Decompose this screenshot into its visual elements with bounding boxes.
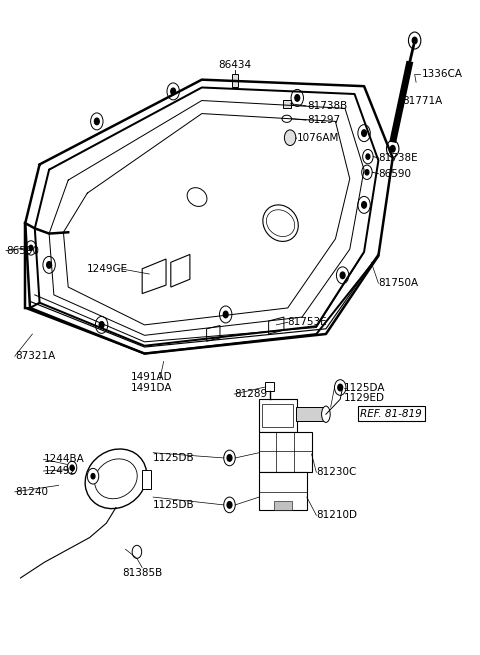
Text: 1125DA: 1125DA [344,383,385,392]
Text: 12492: 12492 [43,466,76,476]
Circle shape [362,165,372,179]
Circle shape [412,37,417,44]
Bar [142,470,151,489]
Text: 1125DB: 1125DB [153,453,195,463]
Ellipse shape [85,449,147,509]
Circle shape [26,241,36,255]
Polygon shape [259,472,307,510]
Circle shape [167,83,180,100]
Circle shape [362,202,366,208]
Circle shape [95,118,99,124]
Bar [232,75,238,88]
Polygon shape [171,254,190,287]
Circle shape [340,272,345,278]
Circle shape [408,32,421,49]
Ellipse shape [282,115,291,122]
Ellipse shape [322,406,330,422]
Text: 81385B: 81385B [122,567,162,578]
Text: 81771A: 81771A [402,96,443,105]
Polygon shape [142,259,166,293]
Circle shape [132,546,142,558]
Circle shape [284,130,296,145]
Circle shape [335,380,346,396]
Text: 1336CA: 1336CA [421,69,462,79]
Circle shape [363,149,373,164]
Bar [296,407,323,421]
Circle shape [224,497,235,513]
Circle shape [219,306,232,323]
Circle shape [386,140,399,157]
Circle shape [47,261,51,268]
Circle shape [390,145,395,152]
Circle shape [29,246,33,251]
Circle shape [362,130,366,136]
Circle shape [358,124,370,141]
Text: 81738E: 81738E [378,153,418,163]
Circle shape [70,465,74,470]
Circle shape [91,474,95,479]
Text: 1076AM: 1076AM [297,134,340,143]
Circle shape [295,95,300,101]
Text: 87321A: 87321A [15,351,55,361]
Polygon shape [259,400,297,432]
Circle shape [91,113,103,130]
Circle shape [43,256,55,273]
Bar [262,404,293,426]
Circle shape [223,311,228,318]
Circle shape [99,322,104,328]
Text: 1125DB: 1125DB [153,500,195,510]
Text: 81230C: 81230C [316,467,357,477]
Text: 1244BA: 1244BA [43,455,84,464]
Circle shape [227,455,232,461]
Circle shape [366,154,370,159]
Circle shape [338,384,343,391]
Text: 81750A: 81750A [378,278,419,288]
Circle shape [224,450,235,466]
Text: 81289: 81289 [234,389,267,399]
Text: 81738B: 81738B [307,101,347,111]
Text: 1491AD: 1491AD [131,372,173,382]
Text: REF. 81-819: REF. 81-819 [360,409,422,419]
Text: 86590: 86590 [378,168,411,179]
Text: 86434: 86434 [219,60,252,70]
Text: 86590: 86590 [6,246,39,255]
Polygon shape [259,432,312,472]
Bar [265,383,275,392]
Polygon shape [275,501,292,510]
Text: 81753E: 81753E [288,317,327,328]
Circle shape [365,170,369,175]
Text: 1249GE: 1249GE [86,264,128,274]
Text: 81240: 81240 [15,487,48,497]
Text: 81210D: 81210D [316,510,357,520]
Circle shape [171,88,176,95]
Circle shape [336,267,349,284]
Bar [283,100,290,108]
Circle shape [227,502,232,508]
Circle shape [67,461,77,474]
Circle shape [358,196,370,214]
Text: 1491DA: 1491DA [131,383,173,392]
Circle shape [291,90,303,106]
Text: 81297: 81297 [307,115,340,125]
Circle shape [96,316,108,333]
Text: 1129ED: 1129ED [344,393,385,403]
Circle shape [87,468,99,484]
